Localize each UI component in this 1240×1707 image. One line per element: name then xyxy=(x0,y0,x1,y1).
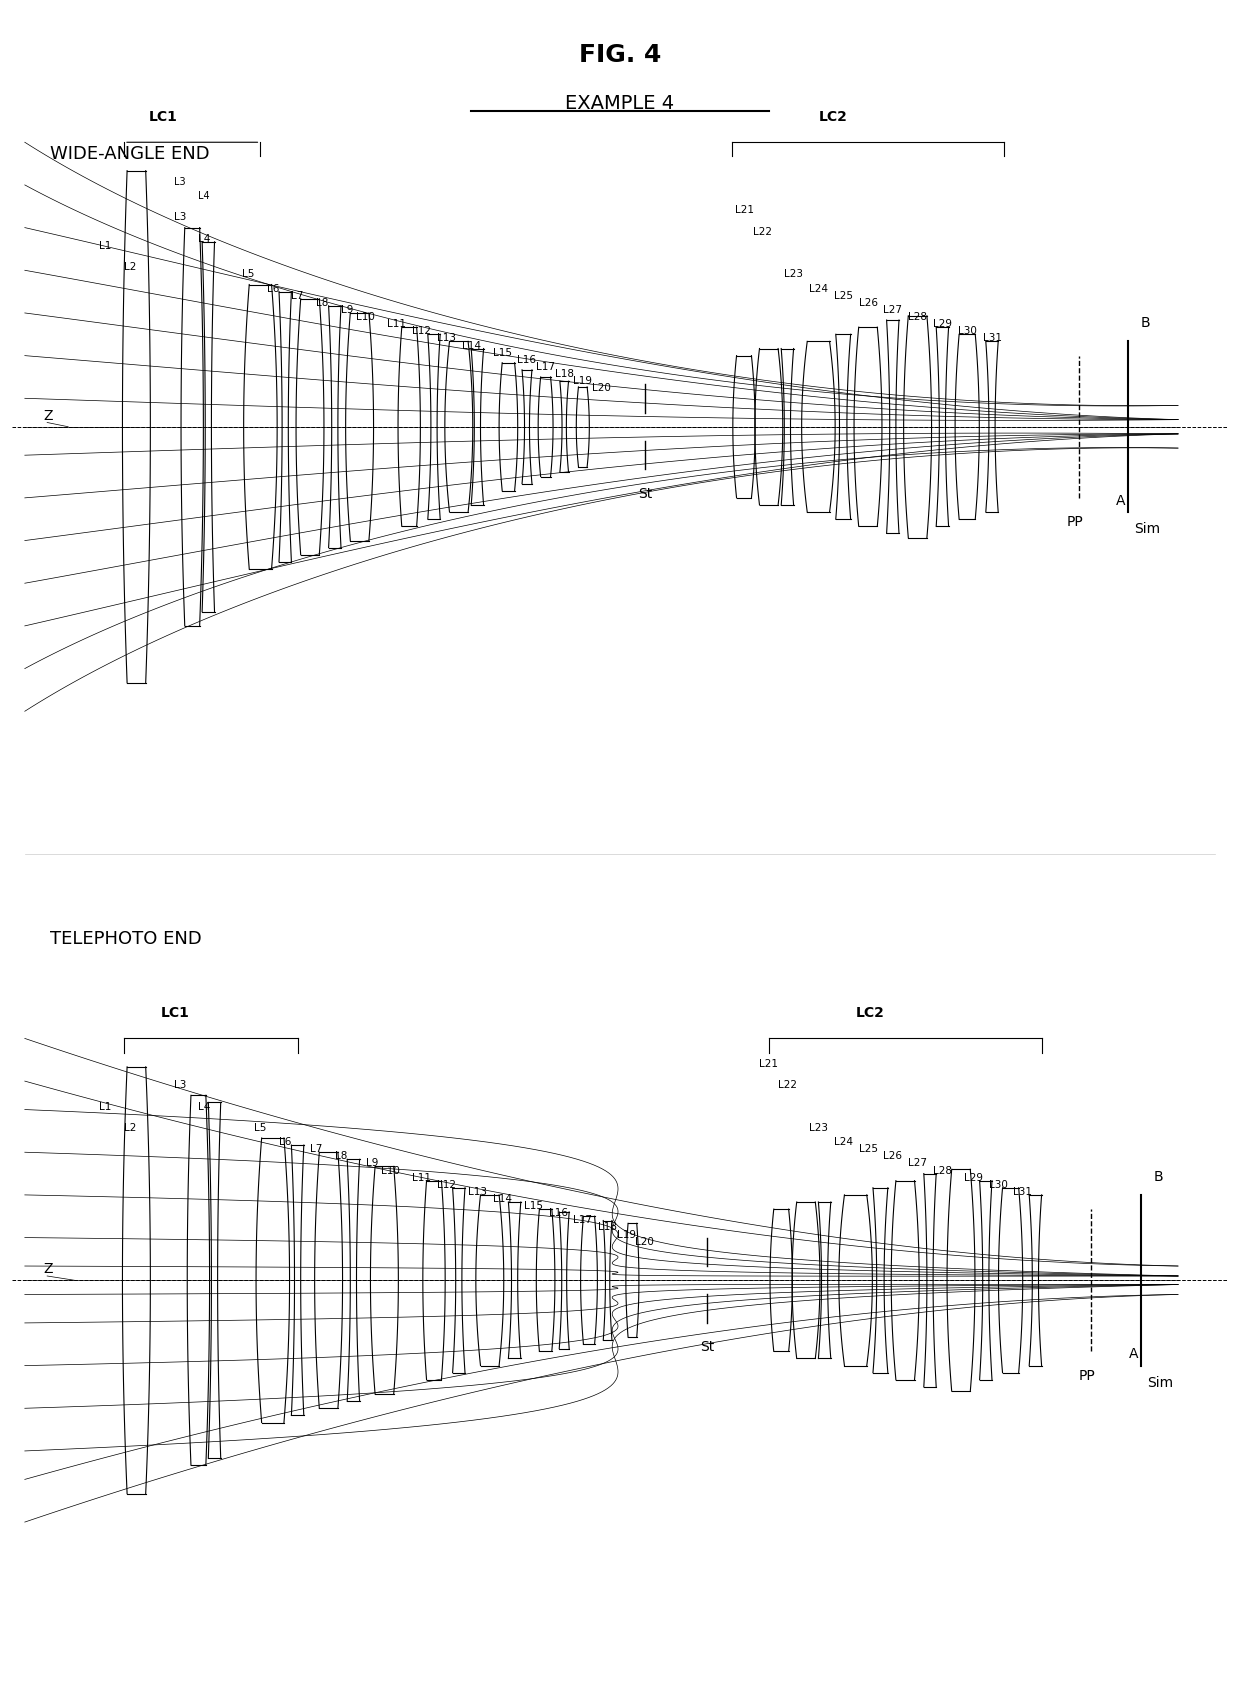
Text: L17: L17 xyxy=(573,1215,593,1226)
Text: L22: L22 xyxy=(753,227,773,237)
Text: B: B xyxy=(1153,1169,1163,1183)
Text: L11: L11 xyxy=(387,319,407,329)
Text: L4: L4 xyxy=(198,234,211,244)
Text: L10: L10 xyxy=(356,312,376,323)
Text: LC1: LC1 xyxy=(149,109,177,125)
Text: L9: L9 xyxy=(366,1159,378,1169)
Text: L6: L6 xyxy=(279,1137,291,1147)
Text: L30: L30 xyxy=(957,326,977,336)
Text: L7: L7 xyxy=(291,290,304,300)
Text: Sim: Sim xyxy=(1135,522,1161,536)
Text: L10: L10 xyxy=(381,1166,401,1176)
Text: L12: L12 xyxy=(436,1180,456,1190)
Text: L15: L15 xyxy=(523,1202,543,1212)
Text: L24: L24 xyxy=(808,283,828,294)
Text: L11: L11 xyxy=(412,1173,432,1183)
Text: L26: L26 xyxy=(858,297,878,307)
Text: L14: L14 xyxy=(492,1193,512,1203)
Text: L26: L26 xyxy=(883,1151,903,1161)
Text: L23: L23 xyxy=(808,1123,828,1133)
Text: WIDE-ANGLE END: WIDE-ANGLE END xyxy=(50,145,210,164)
Text: B: B xyxy=(1141,316,1151,329)
Text: L4: L4 xyxy=(198,1101,211,1111)
Text: St: St xyxy=(701,1340,714,1354)
Text: PP: PP xyxy=(1066,516,1084,529)
Text: A: A xyxy=(1128,1347,1138,1362)
Text: L21: L21 xyxy=(759,1058,779,1069)
Text: L19: L19 xyxy=(616,1229,636,1239)
Text: Z: Z xyxy=(43,408,53,423)
Text: L27: L27 xyxy=(883,306,903,316)
Text: L19: L19 xyxy=(573,376,593,386)
Text: EXAMPLE 4: EXAMPLE 4 xyxy=(565,94,675,113)
Text: L20: L20 xyxy=(591,382,611,393)
Text: L31: L31 xyxy=(982,333,1002,343)
Text: L5: L5 xyxy=(242,270,254,280)
Text: L17: L17 xyxy=(536,362,556,372)
Text: L28: L28 xyxy=(908,312,928,323)
Text: L4: L4 xyxy=(198,191,210,201)
Text: LC2: LC2 xyxy=(818,109,847,125)
Text: L18: L18 xyxy=(554,369,574,379)
Text: L13: L13 xyxy=(467,1186,487,1197)
Text: L5: L5 xyxy=(254,1123,267,1133)
Text: LC2: LC2 xyxy=(856,1005,884,1021)
Text: FIG. 4: FIG. 4 xyxy=(579,43,661,67)
Text: L13: L13 xyxy=(436,333,456,343)
Text: Z: Z xyxy=(43,1261,53,1277)
Text: A: A xyxy=(1116,493,1126,509)
Text: L31: L31 xyxy=(1013,1186,1033,1197)
Text: L2: L2 xyxy=(124,263,136,273)
Text: L28: L28 xyxy=(932,1166,952,1176)
Text: L3: L3 xyxy=(174,178,185,188)
Text: Sim: Sim xyxy=(1147,1376,1173,1389)
Text: L25: L25 xyxy=(833,290,853,300)
Text: L1: L1 xyxy=(99,1101,112,1111)
Text: LC1: LC1 xyxy=(161,1005,190,1021)
Text: L12: L12 xyxy=(412,326,432,336)
Text: L8: L8 xyxy=(316,297,329,307)
Text: L16: L16 xyxy=(517,355,537,365)
Text: St: St xyxy=(639,486,652,500)
Text: L29: L29 xyxy=(963,1173,983,1183)
Text: L7: L7 xyxy=(310,1144,322,1154)
Text: L14: L14 xyxy=(461,340,481,350)
Text: L9: L9 xyxy=(341,306,353,316)
Text: L29: L29 xyxy=(932,319,952,329)
Text: L23: L23 xyxy=(784,270,804,280)
Text: L1: L1 xyxy=(99,241,112,251)
Text: L18: L18 xyxy=(598,1222,618,1232)
Text: L27: L27 xyxy=(908,1159,928,1169)
Text: L24: L24 xyxy=(833,1137,853,1147)
Text: L22: L22 xyxy=(777,1081,797,1091)
Text: L3: L3 xyxy=(174,212,186,222)
Text: TELEPHOTO END: TELEPHOTO END xyxy=(50,930,201,949)
Text: L6: L6 xyxy=(267,283,279,294)
Text: L16: L16 xyxy=(548,1209,568,1219)
Text: L8: L8 xyxy=(335,1151,347,1161)
Text: L3: L3 xyxy=(174,1081,186,1091)
Text: L21: L21 xyxy=(734,205,754,215)
Text: L15: L15 xyxy=(492,348,512,358)
Text: L2: L2 xyxy=(124,1123,136,1133)
Text: L20: L20 xyxy=(635,1236,655,1246)
Text: L30: L30 xyxy=(988,1180,1008,1190)
Text: L25: L25 xyxy=(858,1144,878,1154)
Text: PP: PP xyxy=(1079,1369,1096,1383)
